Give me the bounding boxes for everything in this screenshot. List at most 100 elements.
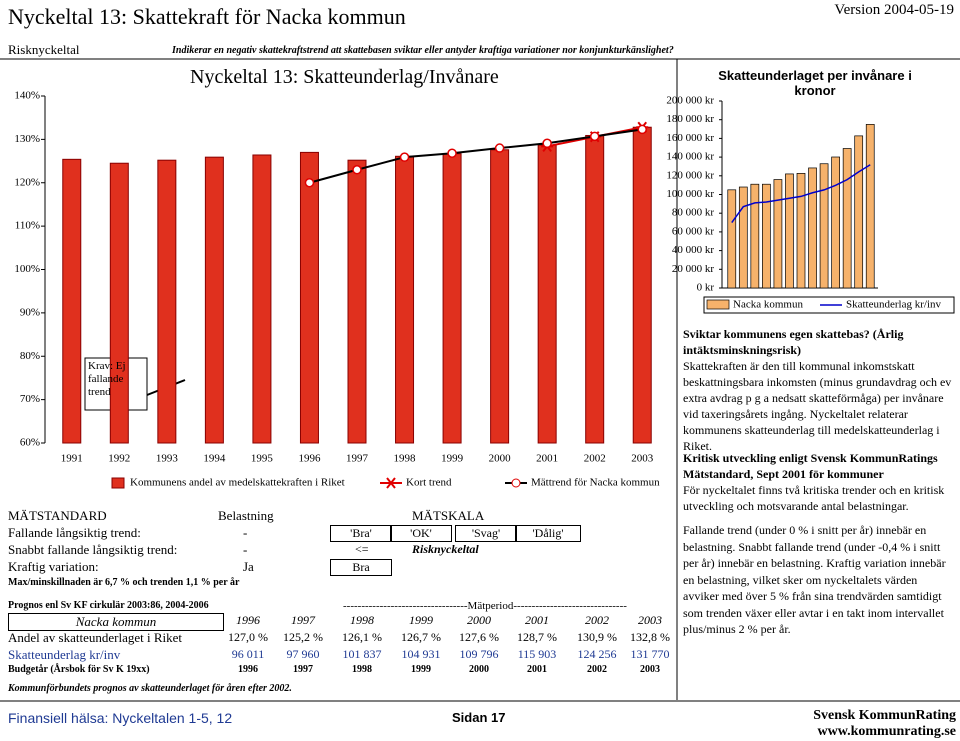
footer-url: www.kommunrating.se [817,724,956,739]
cell: 101 837 [342,647,382,661]
heading: Sviktar kommunens egen skattebas? (Årlig… [683,327,904,357]
x-tick-label: 2002 [584,453,606,465]
cell: 104 931 [401,647,441,661]
bar [831,156,840,289]
legend-marker [385,477,397,489]
legend-label: Kommunens andel av medelskattekraften i … [130,477,345,489]
cell: 1997 [291,613,315,627]
callout: Krav: Ej fallande trend [88,360,126,398]
marker [494,143,505,153]
row-label: Budgetår (Årsbok för Sv K 19xx) [8,664,150,675]
cell: 2000 [467,613,491,627]
legend-label: Skatteunderlag kr/inv [846,299,942,311]
cell: 132,8 % [630,630,670,644]
row-label: Nacka kommun [8,613,224,631]
bar [299,151,319,444]
x-tick-label: 1991 [61,453,83,465]
scale-cell: 'OK' [390,525,452,542]
x-tick-label: 1994 [203,453,226,465]
row-load: - [243,542,248,557]
cell: 2003 [640,664,660,675]
bar [347,159,367,444]
scale-cell: 'Bra' [330,525,392,542]
footer-org: Svensk KommunRating [813,708,956,723]
x-tick-label: 2001 [536,453,558,465]
cell: 2002 [585,613,609,627]
row-label: Andel av skatteunderlaget i Riket [8,630,183,645]
y-tick-label: 40 000 kr [672,244,715,256]
cell: 2000 [469,664,489,675]
bar [842,148,852,289]
legend-marker [511,478,521,488]
y-tick-label: 20 000 kr [672,263,715,275]
legend-label: Kort trend [406,477,452,489]
scale-cell: 'Dålig' [515,525,581,542]
side-chart-title: Skatteunderlaget per invånare i kronor [718,68,912,98]
bar [785,173,794,289]
bar [762,183,771,289]
bar [109,162,129,444]
cell: 1996 [236,613,260,627]
cell: 2001 [525,613,549,627]
x-tick-label: 1997 [346,453,369,465]
footer-page: Sidan 17 [452,710,506,725]
marker [304,178,315,188]
cell: 1998 [352,664,372,675]
legend-swatch [706,299,730,310]
footer-left: Finansiell hälsa: Nyckeltalen 1-5, 12 [8,710,233,726]
y-tick-label: 140 000 kr [666,151,714,163]
cell: 126,7 % [401,630,441,644]
cell: 130,9 % [577,630,617,644]
bar [865,124,875,289]
title: Nyckeltal 13: Skattekraft för Nacka komm… [8,4,406,29]
x-tick-label: 1992 [108,453,130,465]
bar [157,159,177,444]
paragraph: Fallande trend (under 0 % i snitt per år… [683,523,946,636]
x-tick-label: 2000 [489,453,512,465]
row-load: - [243,525,248,540]
y-tick-label: 100 000 kr [666,188,714,200]
marker [399,152,410,162]
table-header: MÄTSTANDARD [8,508,107,523]
y-tick-label: 70% [20,393,40,405]
row-label: Fallande långsiktig trend: [8,525,141,540]
y-tick-label: 0 kr [697,282,715,294]
row-label: Kraftig variation: [8,559,99,574]
y-tick-label: 120 000 kr [666,169,714,181]
y-tick-label: 180 000 kr [666,113,714,125]
cell: 2002 [587,664,607,675]
y-tick-label: 60 000 kr [672,225,715,237]
scale-cell: 'Svag' [455,525,517,542]
legend-label: Nacka kommun [733,299,803,311]
version: Version 2004-05-19 [834,2,954,18]
cell: 128,7 % [517,630,557,644]
x-tick-label: 1996 [298,453,321,465]
bar [585,134,605,444]
bar [632,126,652,444]
x-tick-label: 1995 [251,453,274,465]
subtitle: Risknyckeltal [8,42,80,57]
y-tick-label: 80% [20,350,40,362]
x-tick-label: 2003 [631,453,654,465]
marker [542,138,552,149]
bar [204,156,224,444]
cell: 1997 [293,664,313,675]
bar [738,186,748,289]
bar [395,155,415,444]
bar [727,189,737,289]
cell: 109 796 [459,647,499,661]
y-tick-label: 60% [20,437,40,449]
cell: 1996 [238,664,258,675]
bar [442,153,462,444]
scale-cell: Risknyckeltal [412,542,479,556]
y-tick-label: 100% [14,263,40,275]
marker [637,124,647,135]
cell: 115 903 [517,647,557,661]
y-tick-label: 120% [14,176,40,188]
bar [62,158,82,444]
chart-title: Nyckeltal 13: Skatteunderlag/Invånare [190,66,499,88]
y-tick-label: 80 000 kr [672,207,715,219]
cell: 2001 [527,664,547,675]
y-tick-label: 90% [20,306,40,318]
y-tick-label: 160 000 kr [666,132,714,144]
